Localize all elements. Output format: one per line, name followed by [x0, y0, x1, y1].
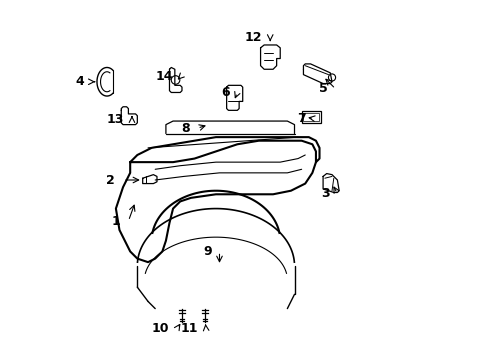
Text: 10: 10	[152, 322, 169, 335]
Text: 11: 11	[180, 322, 198, 335]
Text: 14: 14	[155, 70, 173, 83]
Text: 4: 4	[75, 75, 83, 88]
Text: 12: 12	[244, 31, 262, 44]
Text: 3: 3	[320, 187, 329, 200]
Text: 7: 7	[297, 112, 305, 125]
Text: 8: 8	[181, 122, 189, 135]
Text: 1: 1	[112, 215, 121, 228]
Text: 5: 5	[318, 82, 327, 95]
Text: 13: 13	[106, 113, 124, 126]
Text: 9: 9	[203, 245, 211, 258]
Text: 2: 2	[106, 174, 115, 186]
Text: 6: 6	[221, 86, 229, 99]
